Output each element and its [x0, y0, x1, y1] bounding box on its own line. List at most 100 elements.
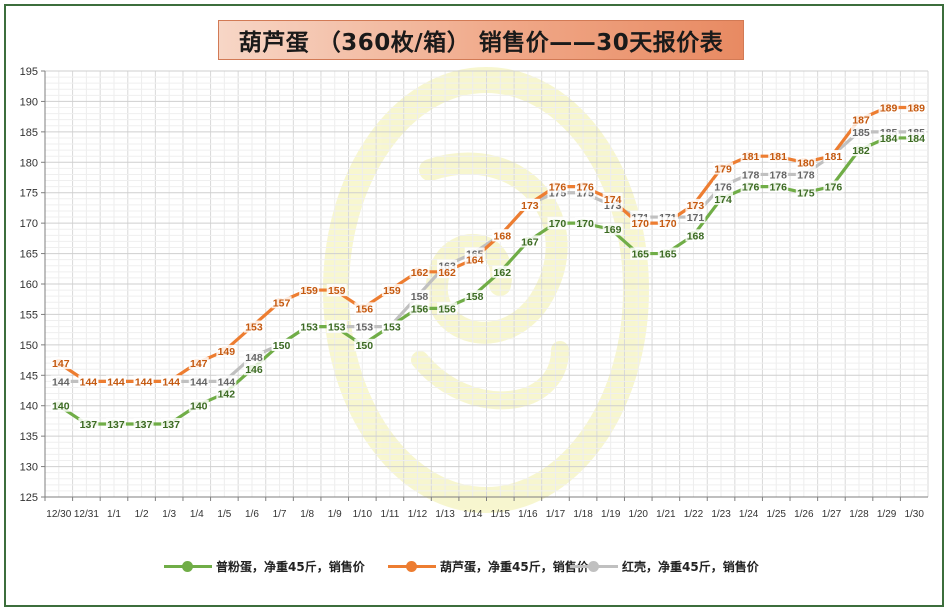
data-label: 147 [52, 358, 70, 370]
data-label-bg [464, 253, 485, 266]
data-label: 140 [190, 401, 208, 413]
data-label: 178 [742, 169, 760, 181]
x-tick-label: 1/23 [711, 509, 731, 520]
x-tick-label: 1/25 [767, 509, 787, 520]
x-tick-label: 1/13 [435, 509, 455, 520]
data-label: 176 [714, 182, 732, 194]
data-label: 148 [245, 352, 263, 364]
data-label-bg [795, 168, 816, 181]
data-label: 170 [549, 218, 567, 230]
data-label-bg [547, 217, 568, 230]
data-label-bg [795, 186, 816, 199]
y-tick-label: 135 [20, 431, 38, 443]
data-label-bg [602, 192, 623, 205]
x-tick-label: 1/27 [822, 509, 842, 520]
x-tick-label: 1/20 [629, 509, 649, 520]
legend-item-orange: 葫芦蛋，净重45斤，销售价 [388, 554, 589, 578]
data-label-bg [409, 290, 430, 303]
data-label: 173 [521, 200, 539, 212]
data-label: 149 [218, 346, 236, 358]
data-label: 142 [218, 389, 236, 401]
data-label-bg [50, 357, 71, 370]
data-label: 162 [438, 267, 456, 279]
data-label-bg [437, 302, 458, 315]
data-label-bg [713, 180, 734, 193]
data-label-bg [299, 284, 320, 297]
x-tick-label: 1/10 [353, 509, 373, 520]
data-label-bg [878, 131, 899, 144]
data-label: 156 [438, 303, 456, 315]
data-label-bg [326, 320, 347, 333]
x-tick-label: 1/16 [518, 509, 538, 520]
data-label: 157 [273, 297, 291, 309]
data-label-bg [657, 247, 678, 260]
x-tick-label: 1/4 [190, 509, 204, 520]
x-tick-label: 1/17 [546, 509, 566, 520]
x-tick-label: 1/5 [217, 509, 231, 520]
legend: 普粉蛋，净重45斤，销售价 葫芦蛋，净重45斤，销售价 红壳，净重45斤，销售价 [150, 554, 800, 578]
data-label: 159 [328, 285, 346, 297]
data-label-bg [630, 247, 651, 260]
data-label: 189 [907, 103, 925, 115]
data-label-bg [464, 247, 485, 260]
data-label-bg [492, 265, 513, 278]
data-label-bg [851, 125, 872, 138]
data-label: 178 [797, 169, 815, 181]
data-label-bg [271, 338, 292, 351]
data-label: 170 [659, 218, 677, 230]
data-label-bg [768, 150, 789, 163]
data-label: 181 [769, 151, 787, 163]
data-label-bg [78, 375, 99, 388]
chart-title-banner: 葫芦蛋 （360枚/箱） 销售价——30天报价表 [218, 20, 744, 60]
data-label-bg [216, 387, 237, 400]
y-tick-label: 140 [20, 401, 38, 413]
data-label-bg [823, 150, 844, 163]
x-tick-label: 1/29 [877, 509, 897, 520]
data-label: 150 [356, 340, 374, 352]
x-tick-label: 1/9 [328, 509, 342, 520]
data-label: 178 [769, 169, 787, 181]
data-label: 144 [190, 376, 208, 388]
x-tick-label: 1/2 [135, 509, 149, 520]
data-label-bg [133, 375, 154, 388]
data-label-bg [50, 399, 71, 412]
data-label-bg [243, 351, 264, 364]
data-label-bg [271, 296, 292, 309]
data-label-bg [326, 284, 347, 297]
data-label: 181 [825, 151, 843, 163]
data-label-bg [50, 375, 71, 388]
y-tick-label: 175 [20, 188, 38, 200]
x-tick-label: 1/24 [739, 509, 759, 520]
x-tick-label: 1/8 [300, 509, 314, 520]
x-tick-label: 1/1 [107, 509, 121, 520]
data-label: 153 [356, 322, 374, 334]
data-label-bg [78, 417, 99, 430]
data-label: 182 [852, 145, 870, 157]
data-label-bg [685, 229, 706, 242]
data-label-bg [795, 156, 816, 169]
data-label: 176 [825, 182, 843, 194]
data-label: 146 [245, 364, 263, 376]
x-tick-label: 1/21 [656, 509, 676, 520]
data-label: 137 [80, 419, 98, 431]
data-label: 162 [411, 267, 429, 279]
data-label-bg [740, 180, 761, 193]
data-label-bg [685, 198, 706, 211]
y-tick-label: 165 [20, 249, 38, 261]
data-label: 179 [714, 163, 732, 175]
data-label-bg [381, 284, 402, 297]
y-tick-label: 185 [20, 127, 38, 139]
data-label: 189 [880, 103, 898, 115]
data-label: 187 [852, 115, 870, 127]
x-tick-label: 1/11 [381, 509, 400, 520]
data-label-bg [851, 144, 872, 157]
data-label-bg [519, 235, 540, 248]
x-tick-label: 1/28 [849, 509, 869, 520]
data-label-bg [851, 113, 872, 126]
data-label-bg [299, 320, 320, 333]
data-label: 165 [659, 249, 677, 261]
x-tick-label: 1/6 [245, 509, 259, 520]
data-label: 176 [576, 182, 594, 194]
data-label: 184 [880, 133, 898, 145]
